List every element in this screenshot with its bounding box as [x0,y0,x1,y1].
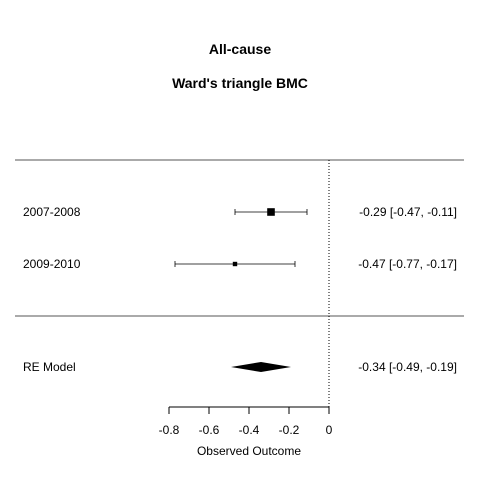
summary-estimate-text: -0.34 [-0.49, -0.19] [358,360,457,374]
x-tick-label: -0.8 [159,423,180,437]
study-estimate-text: -0.47 [-0.77, -0.17] [358,257,457,271]
point-estimate [267,208,275,216]
x-tick-label: 0 [326,423,333,437]
x-tick-label: -0.6 [199,423,220,437]
x-tick-label: -0.2 [279,423,300,437]
x-axis-label: Observed Outcome [197,444,301,458]
study-label: 2009-2010 [23,257,81,271]
summary-label: RE Model [23,360,76,374]
study-label: 2007-2008 [23,205,81,219]
study-estimate-text: -0.29 [-0.47, -0.11] [359,205,457,219]
point-estimate [233,262,237,266]
x-tick-label: -0.4 [239,423,260,437]
summary-diamond [231,362,291,372]
chart-title: All-cause [209,41,271,57]
chart-subtitle: Ward's triangle BMC [172,75,308,91]
chart-marks: 2007-2008 -0.29 [-0.47, -0.11] 2009-2010 -0… [23,160,457,437]
